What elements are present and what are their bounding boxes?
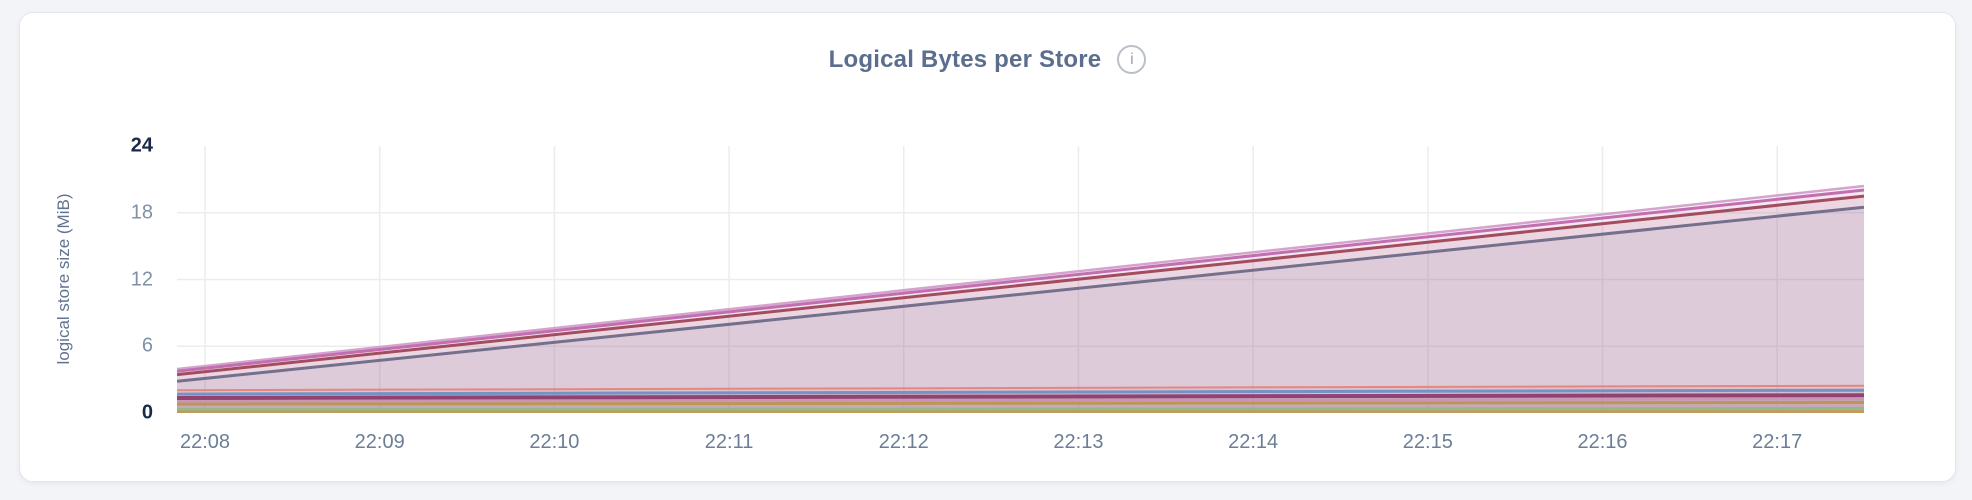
y-tick-label: 18 <box>130 201 153 224</box>
chart-title: Logical Bytes per Store <box>828 45 1102 73</box>
series-line-series_1[interactable] <box>177 184 1864 371</box>
x-tick-label: 22:15 <box>1402 431 1453 453</box>
series-line-series_9[interactable] <box>177 400 1864 406</box>
chart-card: Logical Bytes per Store i logical store … <box>19 12 1956 482</box>
x-tick-label: 22:12 <box>878 431 929 453</box>
x-tick-label: 22:10 <box>529 431 580 453</box>
x-tick-label: 22:14 <box>1228 431 1279 453</box>
series-line-series_5[interactable] <box>177 384 1864 392</box>
x-tick-label: 22:13 <box>1053 431 1104 453</box>
x-tick-label: 22:11 <box>704 431 754 453</box>
series-line-series_3[interactable] <box>177 194 1864 377</box>
chart-header: Logical Bytes per Store i <box>20 45 1955 74</box>
x-tick-label: 22:17 <box>1752 431 1803 453</box>
y-tick-label: 24 <box>130 134 153 157</box>
x-tick-label: 22:16 <box>1577 431 1628 453</box>
y-axis-ticks: 0 6 12 18 24 <box>20 135 153 424</box>
y-tick-label: 6 <box>141 334 153 357</box>
x-tick-label: 22:08 <box>179 431 231 453</box>
chart-canvas[interactable] <box>177 146 1864 413</box>
x-tick-label: 22:09 <box>354 431 405 453</box>
x-axis-ticks: 22:08 22:09 22:10 22:11 22:12 22:13 22:14 22:15… <box>177 431 1864 459</box>
y-tick-label: 0 <box>141 401 153 424</box>
series-line-series_10[interactable] <box>177 407 1864 412</box>
series-line-series_2[interactable] <box>177 188 1864 373</box>
series-area-series_1 <box>177 186 1864 413</box>
series-area-series_4 <box>177 207 1864 413</box>
series-line-series_6[interactable] <box>177 388 1864 396</box>
info-icon[interactable]: i <box>1117 45 1147 74</box>
series-line-series_8[interactable] <box>177 397 1864 403</box>
series-line-series_7[interactable] <box>177 393 1864 400</box>
series-area-series_2 <box>177 189 1864 413</box>
series-line-series_4[interactable] <box>177 205 1864 383</box>
info-icon-glyph: i <box>1130 50 1134 68</box>
y-tick-label: 12 <box>130 268 153 290</box>
plot-area[interactable] <box>177 146 1864 413</box>
